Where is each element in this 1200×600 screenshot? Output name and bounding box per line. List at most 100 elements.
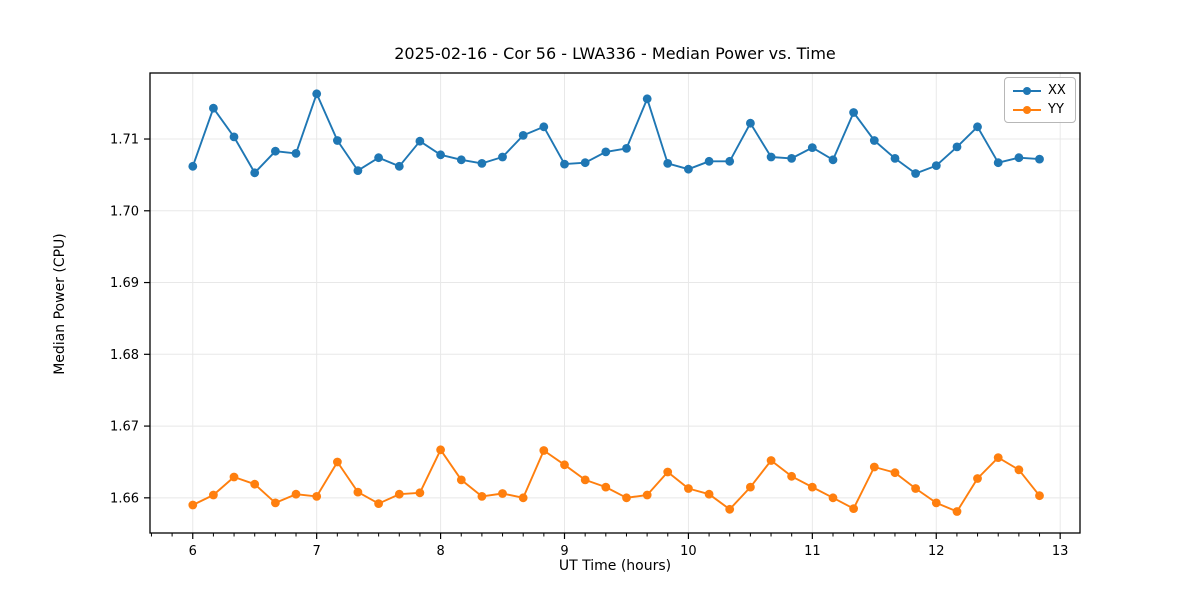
data-point-marker bbox=[973, 122, 982, 132]
data-point-marker bbox=[911, 484, 920, 493]
data-point-marker bbox=[436, 150, 445, 160]
legend-line-marker-xx-icon bbox=[1013, 86, 1041, 95]
data-point-marker bbox=[415, 136, 425, 146]
x-tick-label: 13 bbox=[1052, 544, 1069, 559]
data-point-marker bbox=[312, 492, 322, 501]
data-point-marker bbox=[746, 118, 755, 128]
data-point-marker bbox=[601, 482, 611, 492]
legend-line-marker-yy-icon bbox=[1013, 105, 1041, 114]
data-point-marker bbox=[622, 144, 631, 153]
data-point-marker bbox=[394, 161, 404, 171]
data-point-marker bbox=[456, 155, 466, 165]
data-point-marker bbox=[518, 131, 528, 140]
series-xx-line bbox=[191, 92, 1041, 175]
data-point-marker bbox=[477, 159, 487, 168]
data-point-marker bbox=[333, 136, 342, 145]
data-point-marker bbox=[890, 154, 900, 163]
data-point-marker bbox=[209, 103, 218, 113]
x-tick-label: 7 bbox=[313, 544, 321, 559]
y-tick-label: 1.68 bbox=[110, 348, 139, 363]
legend-label-yy: YY bbox=[1048, 102, 1064, 117]
data-point-marker bbox=[498, 152, 507, 162]
series-yy bbox=[188, 445, 1044, 516]
data-point-marker bbox=[601, 147, 611, 157]
data-point-marker bbox=[725, 504, 735, 514]
data-point-marker bbox=[746, 482, 755, 492]
data-point-marker bbox=[911, 169, 920, 178]
legend-entry-yy: YY bbox=[1013, 102, 1066, 117]
data-point-marker bbox=[518, 493, 528, 503]
x-tick-label: 8 bbox=[436, 544, 444, 559]
data-point-marker bbox=[993, 158, 1003, 168]
data-point-marker bbox=[353, 487, 363, 497]
data-point-marker bbox=[828, 493, 838, 503]
data-point-marker bbox=[374, 153, 383, 163]
y-axis-label: Median Power (CPU) bbox=[52, 233, 68, 375]
y-tick-label: 1.71 bbox=[110, 133, 139, 148]
data-point-marker bbox=[663, 467, 673, 477]
data-point-marker bbox=[415, 488, 425, 498]
data-point-marker bbox=[580, 475, 590, 485]
data-point-marker bbox=[684, 164, 693, 174]
y-tick-label: 1.69 bbox=[110, 276, 139, 291]
data-point-marker bbox=[436, 445, 445, 455]
data-point-marker bbox=[807, 143, 817, 153]
x-tick-label: 12 bbox=[928, 544, 945, 559]
data-point-marker bbox=[312, 89, 322, 99]
x-axis-label: UT Time (hours) bbox=[558, 558, 672, 574]
data-point-marker bbox=[580, 158, 590, 168]
data-point-marker bbox=[1035, 491, 1044, 501]
legend-label-xx: XX bbox=[1048, 83, 1066, 98]
data-point-marker bbox=[622, 493, 631, 503]
data-point-marker bbox=[560, 460, 569, 470]
data-point-marker bbox=[394, 489, 404, 499]
series-yy-line bbox=[191, 448, 1041, 513]
data-point-marker bbox=[209, 490, 218, 500]
data-point-marker bbox=[787, 154, 796, 163]
data-point-marker bbox=[353, 166, 363, 176]
data-point-marker bbox=[333, 457, 342, 467]
data-point-marker bbox=[539, 122, 549, 132]
y-tick-label: 1.67 bbox=[110, 420, 139, 435]
data-point-marker bbox=[952, 507, 962, 516]
data-point-marker bbox=[250, 479, 260, 489]
data-point-marker bbox=[250, 168, 260, 178]
data-point-marker bbox=[539, 446, 549, 455]
legend-entry-xx: XX bbox=[1013, 83, 1066, 98]
data-point-marker bbox=[931, 161, 941, 171]
data-point-marker bbox=[1014, 153, 1024, 163]
data-point-marker bbox=[188, 161, 198, 171]
legend: XX YY bbox=[1004, 77, 1076, 123]
data-point-marker bbox=[869, 136, 879, 145]
data-point-marker bbox=[498, 489, 507, 498]
tick-labels: 6 7 8 9 10 11 12 13 1.66 1.67 1.68 1.69 1.70 1.71 bbox=[110, 133, 1068, 559]
y-tick-label: 1.70 bbox=[110, 204, 139, 219]
data-point-marker bbox=[642, 490, 652, 500]
data-point-marker bbox=[807, 482, 817, 492]
data-point-marker bbox=[704, 156, 714, 166]
data-point-marker bbox=[188, 500, 198, 510]
data-point-marker bbox=[993, 453, 1003, 462]
data-point-marker bbox=[229, 132, 239, 142]
data-point-marker bbox=[684, 484, 693, 493]
data-point-marker bbox=[642, 94, 652, 104]
data-point-marker bbox=[456, 475, 466, 485]
data-point-marker bbox=[828, 155, 838, 165]
data-point-marker bbox=[766, 456, 776, 465]
data-point-marker bbox=[291, 149, 301, 158]
data-point-marker bbox=[1014, 465, 1024, 475]
y-tick-label: 1.66 bbox=[110, 491, 139, 506]
axis-ticks bbox=[144, 138, 1061, 539]
x-tick-label: 9 bbox=[560, 544, 568, 559]
data-point-marker bbox=[725, 156, 735, 166]
x-tick-label: 10 bbox=[680, 544, 697, 559]
data-point-marker bbox=[1035, 154, 1044, 164]
data-point-marker bbox=[663, 159, 673, 168]
x-tick-label: 11 bbox=[804, 544, 821, 559]
chart-title: 2025-02-16 - Cor 56 - LWA336 - Median Po… bbox=[394, 44, 836, 63]
series-xx bbox=[188, 89, 1044, 178]
data-point-marker bbox=[271, 146, 280, 156]
data-point-marker bbox=[271, 498, 280, 508]
data-point-marker bbox=[869, 462, 879, 472]
